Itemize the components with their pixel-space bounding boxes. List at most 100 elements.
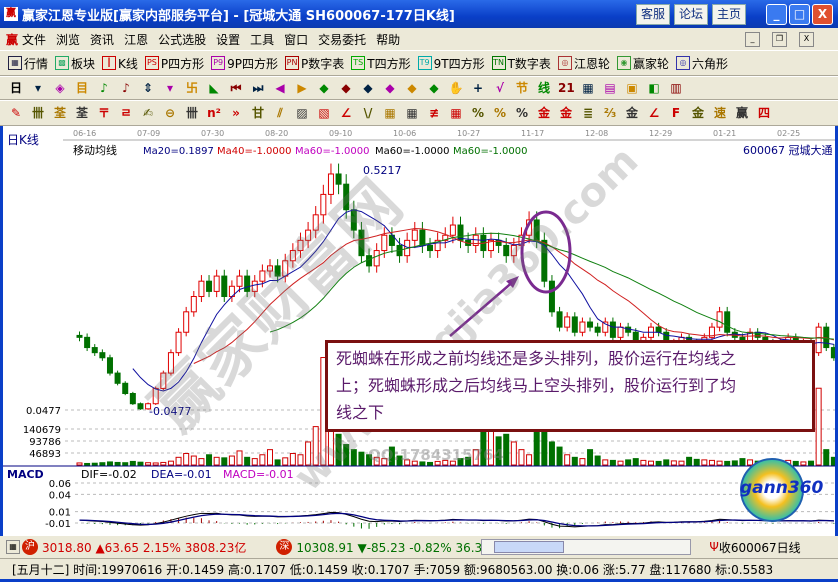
drawing-tool-icon[interactable]: ▨	[296, 106, 308, 120]
chart-tool-icon[interactable]: ⏭	[252, 81, 264, 95]
chart-tool-icon[interactable]: ▤	[604, 81, 616, 95]
drawing-tool-icon[interactable]: ⅔	[603, 106, 617, 120]
menu-window[interactable]: 窗口	[284, 32, 309, 47]
drawing-tool-icon[interactable]: ≣	[582, 106, 594, 120]
close-button[interactable]: X	[812, 4, 833, 25]
drawing-tool-icon[interactable]: ∠	[648, 106, 660, 120]
drawing-tool-icon[interactable]: %	[493, 106, 507, 120]
menu-tools[interactable]: 工具	[250, 32, 275, 47]
drawing-tool-icon[interactable]: 金	[625, 106, 638, 120]
chart-tool-icon[interactable]: √	[495, 81, 504, 95]
toolbar-tn-button[interactable]: TN T数字表	[491, 55, 551, 72]
horizontal-scrollbar[interactable]	[481, 539, 692, 555]
drawing-tool-icon[interactable]: »	[232, 106, 240, 120]
maximize-button[interactable]: □	[789, 4, 810, 25]
chart-tool-icon[interactable]: ▣	[626, 81, 638, 95]
drawing-tool-icon[interactable]: ▦	[450, 106, 462, 120]
chart-tool-icon[interactable]: 线	[537, 81, 550, 95]
toolbar-quote-table-button[interactable]: ▦ 行情	[8, 55, 48, 72]
drawing-tool-icon[interactable]: n²	[207, 106, 221, 120]
drawing-tool-icon[interactable]: \/	[363, 106, 373, 120]
drawing-tool-icon[interactable]: ▧	[318, 106, 330, 120]
chart-tool-icon[interactable]: ◆	[407, 81, 417, 95]
chart-tool-icon[interactable]: ▾	[34, 81, 42, 95]
drawing-tool-icon[interactable]: 速	[713, 106, 726, 120]
menu-settings[interactable]: 设置	[216, 32, 241, 47]
drawing-tool-icon[interactable]: 四	[757, 106, 770, 120]
drawing-tool-icon[interactable]: 甘	[251, 106, 264, 120]
drawing-tool-icon[interactable]: ⫽	[277, 106, 283, 120]
toolbar-ps-button[interactable]: PS P四方形	[144, 55, 204, 72]
drawing-tool-icon[interactable]: ✎	[10, 106, 22, 120]
chart-tool-icon[interactable]: ◧	[648, 81, 660, 95]
chart-tool-icon[interactable]: ▾	[166, 81, 174, 95]
chart-tool-icon[interactable]: ◆	[429, 81, 439, 95]
kline-chart[interactable]: 日K线 06-16 07-09 07-30 08-20 09-10 10-06 10-27 11…	[3, 126, 835, 536]
chart-area[interactable]: 日K线 06-16 07-09 07-30 08-20 09-10 10-06 10-27 11…	[0, 126, 838, 536]
mdi-minimize-button[interactable]: _	[745, 31, 760, 47]
drawing-tool-icon[interactable]: 荃	[53, 106, 66, 120]
menu-formula[interactable]: 公式选股	[158, 32, 207, 47]
mdi-restore-button[interactable]: ❐	[772, 31, 787, 47]
drawing-tool-icon[interactable]: ㄹ	[120, 106, 132, 120]
chart-tool-icon[interactable]: 节	[515, 81, 528, 95]
toolbar-p9-button[interactable]: P9 9P四方形	[211, 55, 278, 72]
chart-tool-icon[interactable]: 21	[558, 81, 575, 95]
chart-tool-icon[interactable]: ▥	[670, 81, 682, 95]
calendar-icon[interactable]: ▦	[6, 540, 20, 554]
chart-tool-icon[interactable]: ◆	[341, 81, 351, 95]
chart-tool-icon[interactable]: ▶	[297, 81, 307, 95]
mdi-close-button[interactable]: X	[799, 31, 814, 47]
chart-tool-icon[interactable]: ◆	[385, 81, 395, 95]
chart-tool-icon[interactable]: ◀	[275, 81, 285, 95]
toolbar-gann-wheel-button[interactable]: ◎ 江恩轮	[557, 55, 610, 72]
drawing-tool-icon[interactable]: ≢	[428, 106, 440, 120]
chart-tool-icon[interactable]: ◈	[55, 81, 65, 95]
toolbar-winner-wheel-button[interactable]: ◉ 赢家轮	[616, 55, 669, 72]
drawing-tool-icon[interactable]: %	[471, 106, 485, 120]
menu-file[interactable]: 文件	[22, 32, 47, 47]
menu-help[interactable]: 帮助	[376, 32, 401, 47]
drawing-tool-icon[interactable]: ⊖	[164, 106, 176, 120]
drawing-tool-icon[interactable]: ✍	[142, 106, 154, 120]
toolbar-sector-button[interactable]: ▩ 板块	[55, 55, 95, 72]
drawing-tool-icon[interactable]: 金	[691, 106, 704, 120]
drawing-tool-icon[interactable]: ▦	[406, 106, 418, 120]
chart-tool-icon[interactable]: ◆	[319, 81, 329, 95]
menu-trade[interactable]: 交易委托	[318, 32, 367, 47]
toolbar-hexagon-button[interactable]: ◎ 六角形	[675, 55, 728, 72]
chart-tool-icon[interactable]: ⏮	[230, 81, 242, 95]
chart-tool-icon[interactable]: 目	[75, 81, 88, 95]
service-button[interactable]: 客服	[636, 4, 670, 25]
drawing-tool-icon[interactable]: 赢	[735, 106, 748, 120]
scrollbar-thumb[interactable]	[494, 541, 565, 553]
chart-tool-icon[interactable]: ◣	[209, 81, 219, 95]
drawing-tool-icon[interactable]: %	[515, 106, 529, 120]
drawing-tool-icon[interactable]: 金	[537, 106, 550, 120]
chart-tool-icon[interactable]: ◆	[363, 81, 373, 95]
toolbar-pn-button[interactable]: PN P数字表	[285, 55, 344, 72]
chart-tool-icon[interactable]: ▦	[582, 81, 594, 95]
menu-browse[interactable]: 浏览	[56, 32, 81, 47]
forum-button[interactable]: 论坛	[674, 4, 708, 25]
period-selector[interactable]: 日	[9, 81, 22, 95]
toolbar-kline-button[interactable]: ┃ K线	[102, 55, 138, 72]
minimize-button[interactable]: _	[766, 4, 787, 25]
drawing-tool-icon[interactable]: 卌	[185, 106, 198, 120]
home-button[interactable]: 主页	[712, 4, 746, 25]
drawing-tool-icon[interactable]: ∠	[340, 106, 352, 120]
drawing-tool-icon[interactable]: ▦	[384, 106, 396, 120]
chart-tool-icon[interactable]: ♪	[100, 81, 108, 95]
chart-tool-icon[interactable]: ✋	[448, 81, 464, 95]
menu-news[interactable]: 资讯	[90, 32, 115, 47]
menu-gann[interactable]: 江恩	[124, 32, 149, 47]
chart-tool-icon[interactable]: +	[472, 81, 484, 95]
drawing-tool-icon[interactable]: F	[671, 106, 681, 120]
drawing-tool-icon[interactable]: 卌	[31, 106, 44, 120]
drawing-tool-icon[interactable]: 荃	[75, 106, 88, 120]
toolbar-ts-button[interactable]: TS T四方形	[351, 55, 411, 72]
drawing-tool-icon[interactable]: 〒	[97, 106, 110, 120]
chart-tool-icon[interactable]: 卐	[185, 81, 198, 95]
chart-tool-icon[interactable]: ⇕	[142, 81, 154, 95]
toolbar-t9-button[interactable]: T9 9T四方形	[417, 55, 485, 72]
